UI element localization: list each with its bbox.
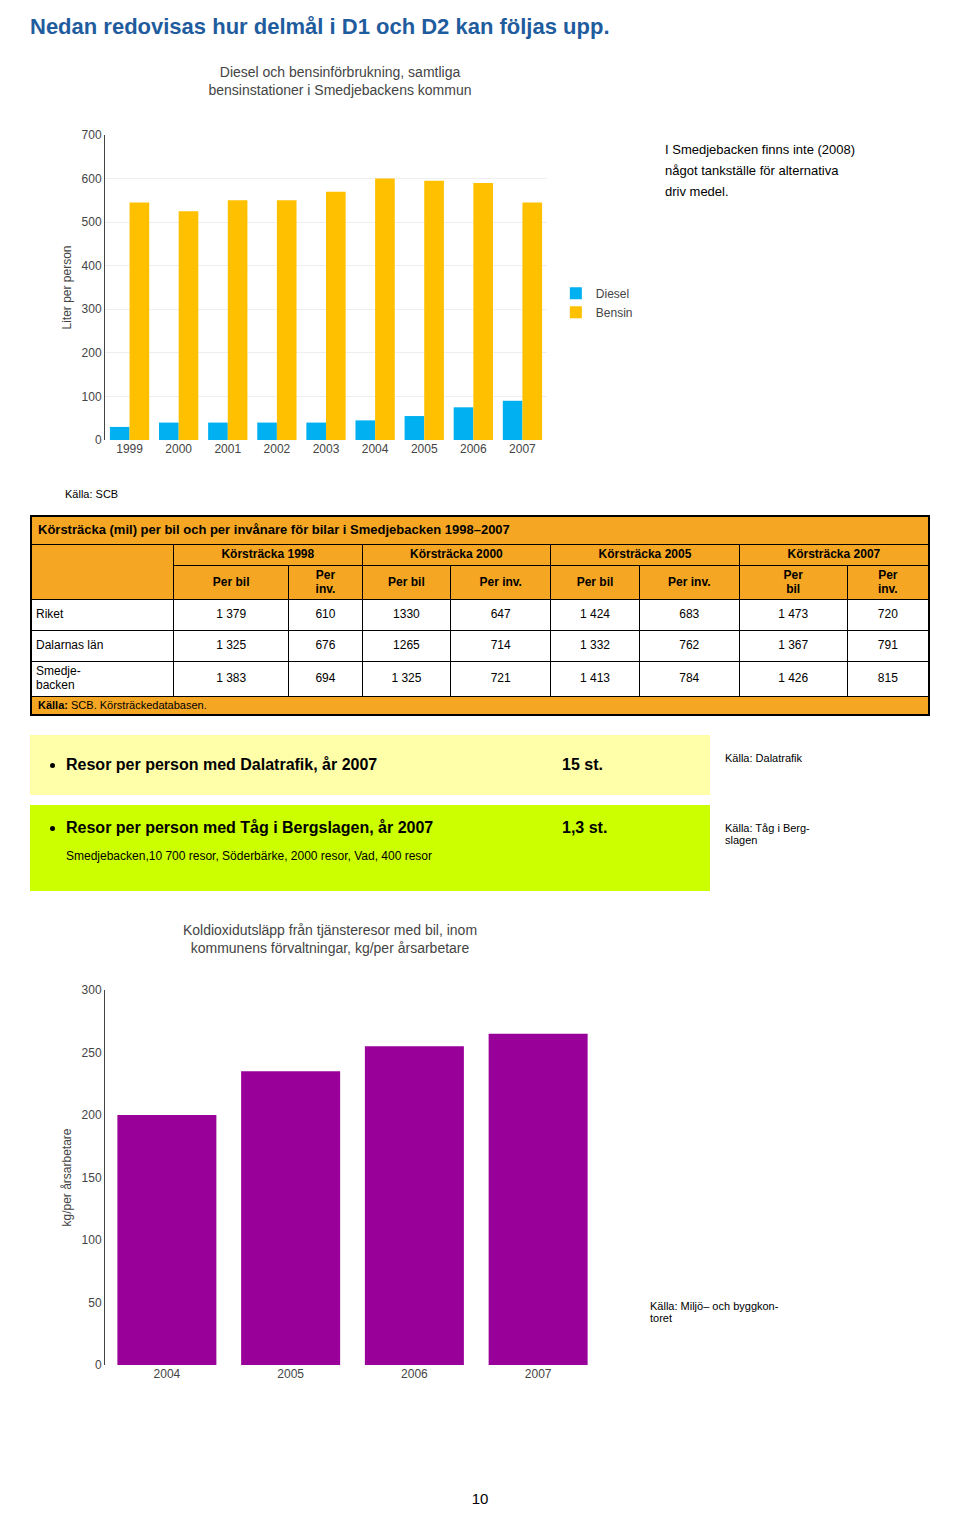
svg-text:500: 500 <box>82 215 102 229</box>
html-text:1 379: 1 379 <box>216 607 247 622</box>
html-text:1 426: 1 426 <box>778 671 809 686</box>
html-text:Körsträcka 2000: Körsträcka 2000 <box>410 546 503 561</box>
html-text:Per inv.: Per inv. <box>668 574 711 589</box>
html-text:1 325: 1 325 <box>391 671 422 686</box>
html-text:10: 10 <box>471 1490 489 1507</box>
svg-text:2007: 2007 <box>509 442 536 456</box>
svg-text:150: 150 <box>82 1171 102 1185</box>
html-text:1 332: 1 332 <box>580 638 610 653</box>
html-text:791: 791 <box>877 638 898 653</box>
html-text:1,3 st.: 1,3 st. <box>562 819 608 836</box>
html-text:784: 784 <box>679 671 700 686</box>
html-text:Körsträcka 2007: Körsträcka 2007 <box>787 546 881 561</box>
html-text:683: 683 <box>679 607 700 622</box>
svg-text:2004: 2004 <box>154 1367 181 1381</box>
html-text:720: 720 <box>877 607 898 622</box>
svg-text:0: 0 <box>95 433 102 447</box>
svg-text:2000: 2000 <box>165 442 192 456</box>
svg-text:2004: 2004 <box>362 442 389 456</box>
html-text:I Smedjebacken finns inte (200: I Smedjebacken finns inte (2008) något t… <box>665 142 856 199</box>
html-text:Körsträcka (mil) per bil och p: Körsträcka (mil) per bil och per invånar… <box>38 522 510 537</box>
html-text:Per inv.: Per inv. <box>877 567 898 596</box>
svg-text:2006: 2006 <box>460 442 487 456</box>
svg-text:Bensin: Bensin <box>596 306 633 320</box>
svg-text:2001: 2001 <box>214 442 241 456</box>
html-text:Smedje- backen: Smedje- backen <box>36 664 81 693</box>
html-text:Källa: Tåg i Berg- slagen: Källa: Tåg i Berg- slagen <box>725 822 810 846</box>
svg-text:700: 700 <box>82 128 102 142</box>
html-text:1 383: 1 383 <box>216 671 247 686</box>
html-text:Dalarnas län: Dalarnas län <box>36 638 104 653</box>
svg-text:kg/per årsarbetare: kg/per årsarbetare <box>60 1128 74 1226</box>
svg-text:50: 50 <box>88 1296 102 1310</box>
html-text:Körsträcka 2005: Körsträcka 2005 <box>598 546 692 561</box>
html-text:610: 610 <box>315 607 336 622</box>
svg-text:600: 600 <box>82 172 102 186</box>
html-text:1 367: 1 367 <box>778 638 809 653</box>
html-text:Källa: Miljö– och byggkon- tor: Källa: Miljö– och byggkon- toret <box>650 1300 779 1324</box>
svg-text:Diesel: Diesel <box>596 287 629 301</box>
svg-text:2007: 2007 <box>525 1367 552 1381</box>
svg-text:200: 200 <box>82 1108 102 1122</box>
html-text:Nedan redovisas hur delmål i D: Nedan redovisas hur delmål i D1 och D2 k… <box>30 14 610 39</box>
svg-text:250: 250 <box>82 1046 102 1060</box>
svg-text:200: 200 <box>82 346 102 360</box>
svg-text:2005: 2005 <box>411 442 438 456</box>
svg-text:400: 400 <box>82 259 102 273</box>
html-text:Per bil: Per bil <box>576 574 614 589</box>
html-text:Smedjebacken,10 700 resor, Söd: Smedjebacken,10 700 resor, Söderbärke, 2… <box>66 849 432 863</box>
html-text:1330: 1330 <box>393 607 420 622</box>
html-text:1 413: 1 413 <box>580 671 610 686</box>
svg-text:1999: 1999 <box>116 442 143 456</box>
html-text:Källa: Dalatrafik: Källa: Dalatrafik <box>725 752 802 764</box>
svg-text:0: 0 <box>95 1358 102 1372</box>
svg-text:100: 100 <box>82 1233 102 1247</box>
html-text:1 325: 1 325 <box>216 638 247 653</box>
svg-text:2003: 2003 <box>313 442 340 456</box>
html-text:Körsträcka 1998: Körsträcka 1998 <box>221 546 315 561</box>
html-text:Resor per person med Dalatrafi: Resor per person med Dalatrafik, år 2007 <box>66 756 378 773</box>
html-text:714: 714 <box>490 638 511 653</box>
html-text:Källa: SCB: Källa: SCB <box>65 488 119 500</box>
html-text:676: 676 <box>315 638 336 653</box>
html-text:Per bil: Per bil <box>783 567 803 596</box>
svg-text:300: 300 <box>82 983 102 997</box>
svg-text:300: 300 <box>82 302 102 316</box>
html-text:1 473: 1 473 <box>778 607 809 622</box>
svg-text:Koldioxidutsläpp från tjänster: Koldioxidutsläpp från tjänsteresor med b… <box>183 922 477 956</box>
html-text:762: 762 <box>679 638 700 653</box>
svg-text:2005: 2005 <box>277 1367 304 1381</box>
html-text:1265: 1265 <box>393 638 420 653</box>
svg-text:2002: 2002 <box>264 442 291 456</box>
html-text:Riket: Riket <box>36 607 64 622</box>
html-text:Per bil: Per bil <box>388 574 425 589</box>
html-text:647: 647 <box>490 607 511 622</box>
svg-text:100: 100 <box>82 390 102 404</box>
html-text:815: 815 <box>877 671 898 686</box>
html-text:Resor per person med Tåg i Ber: Resor per person med Tåg i Bergslagen, å… <box>66 819 434 836</box>
svg-text:2006: 2006 <box>401 1367 428 1381</box>
html-text:Per inv.: Per inv. <box>315 567 336 596</box>
svg-text:Diesel och bensinförbrukning,: Diesel och bensinförbrukning, samtligabe… <box>208 64 471 98</box>
html-text:Per bil: Per bil <box>212 574 250 589</box>
html-text:Källa: SCB. Körsträckedatabase: Källa: SCB. Körsträckedatabasen. <box>38 698 207 711</box>
html-text:1 424: 1 424 <box>580 607 610 622</box>
html-text:Per inv.: Per inv. <box>479 574 522 589</box>
svg-text:Liter per person: Liter per person <box>60 245 74 329</box>
html-text:694: 694 <box>315 671 336 686</box>
html-text:15 st.: 15 st. <box>562 756 603 773</box>
html-text:721: 721 <box>490 671 511 686</box>
